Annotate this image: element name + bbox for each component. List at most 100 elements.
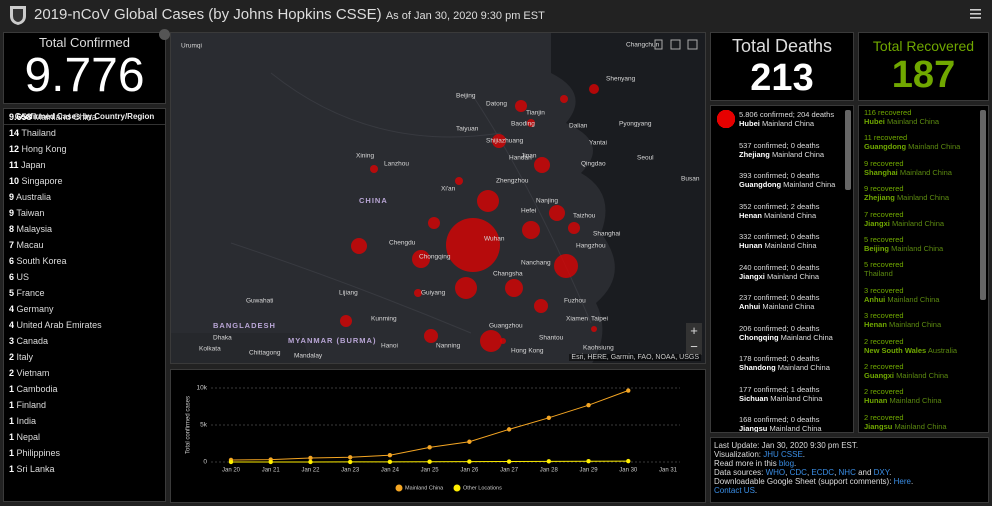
country-name: US (16, 272, 30, 282)
map-label: Taiyuan (456, 126, 479, 133)
x-tick-label: Jan 20 (222, 468, 241, 474)
recovered-row: 2 recovered Guangxi Mainland China (859, 360, 988, 385)
country-row: 14 Thailand (4, 125, 165, 141)
total-deaths: Total Deaths 213 (710, 32, 854, 101)
map-label: Wuhan (484, 236, 505, 243)
country-name: Thailand (21, 128, 56, 138)
recovered-place: Shanghai Mainland China (864, 168, 988, 177)
info-panel: Last Update: Jan 30, 2020 9:30 pm EST. Vi… (710, 437, 989, 503)
death-text: 177 confirmed; 1 deaths (739, 384, 820, 394)
recovered-count: 9 recovered (864, 158, 904, 168)
recovered-count: 2 recovered (864, 387, 904, 397)
country-row: 6 US (4, 269, 165, 285)
country-row: 1 Finland (4, 397, 165, 413)
map-label: Guiyang (421, 290, 446, 297)
country: Mainland China (764, 210, 817, 220)
map-label: Jinan (521, 153, 537, 160)
country-name: Canada (16, 336, 49, 346)
country-row: 3 Canada (4, 333, 165, 349)
country: Mainland China (783, 180, 836, 189)
recovered-row: 3 recovered Henan Mainland China (859, 309, 988, 334)
map-label: Shantou (539, 335, 564, 342)
data-point (506, 427, 512, 432)
link[interactable]: DXY (873, 468, 890, 477)
x-tick-label: Jan 30 (619, 468, 638, 474)
info-line: Downloadable Google Sheet (support comme… (714, 477, 985, 486)
map-label: Hefei (521, 208, 536, 215)
country-count: 1 (9, 448, 15, 458)
link[interactable]: WHO (765, 468, 786, 477)
province: Henan (739, 210, 762, 220)
map-label: Kunming (371, 316, 397, 323)
recovered-count: 116 recovered (864, 108, 912, 117)
case-circle (480, 330, 502, 352)
country-row: 1 Nepal (4, 429, 165, 445)
x-tick-label: Jan 24 (381, 468, 400, 474)
info-text: , (834, 468, 839, 477)
zoom-controls[interactable]: + − (686, 323, 702, 355)
country-name: United Arab Emirates (16, 320, 102, 330)
country-count: 6 (9, 272, 15, 282)
case-circle (455, 177, 463, 185)
recovered-count: 11 recovered (864, 133, 908, 143)
death-text: 352 confirmed; 2 deaths (739, 201, 820, 211)
country-row: 1 India (4, 413, 165, 429)
link[interactable]: Here (893, 477, 911, 486)
data-point (546, 415, 552, 421)
total-confirmed: Total Confirmed 9.776 (3, 32, 166, 104)
country: Mainland China (908, 142, 961, 152)
country-row: 4 Germany (4, 301, 165, 317)
country-count: 1 (9, 384, 15, 394)
country-row: 12 Hong Kong (4, 141, 165, 157)
province: Hunan (739, 241, 763, 250)
map-label: Dalian (569, 123, 588, 130)
map[interactable]: Urumqi Changchun Shenyang Beijing Datong Tian… (170, 32, 706, 364)
link[interactable]: blog (778, 459, 795, 468)
scrollbar[interactable] (845, 110, 851, 190)
country: Mainland China (771, 149, 825, 159)
link[interactable]: NHC (838, 468, 856, 477)
data-point (347, 455, 353, 460)
recovered-row: 3 recovered Anhui Mainland China (859, 284, 988, 309)
case-circle (554, 254, 578, 278)
death-place: Shandong Mainland China (739, 363, 853, 372)
label: Total Deaths (731, 36, 833, 56)
info-text: , (806, 468, 812, 477)
link[interactable]: Contact US (714, 486, 755, 495)
header: 2019-nCoV Global Cases (by Johns Hopkins… (0, 0, 992, 29)
value: 213 (750, 57, 814, 99)
case-circle (351, 238, 367, 254)
country-count: 11 (9, 160, 19, 170)
recovered-place: Zhejiang Mainland China (864, 193, 988, 202)
case-circle (340, 315, 352, 327)
map-tools[interactable] (651, 39, 701, 51)
data-point (308, 459, 313, 465)
death-place: Anhui Mainland China (739, 302, 853, 311)
country: Mainland China (896, 370, 949, 380)
recovered-place: New South Wales Australia (864, 346, 988, 355)
data-point (506, 459, 512, 464)
recovered-count: 5 recovered (864, 234, 904, 244)
menu-button[interactable] (970, 8, 982, 20)
expand-button[interactable] (159, 29, 170, 40)
death-dot (717, 110, 735, 128)
country-name: Vietnam (16, 368, 50, 378)
list-title: Confirmed Cases by Country/Region (4, 109, 165, 125)
province: Guangxi (864, 370, 895, 380)
recovered-row: 2 recovered Jiangsu Mainland China (859, 411, 988, 432)
y-tick-label: 0 (203, 459, 207, 466)
country-list: Confirmed Cases by Country/Region 9.658 … (3, 108, 166, 502)
link[interactable]: JHU CSSE (763, 450, 803, 459)
country-count: 4 (9, 320, 15, 330)
link[interactable]: ECDC (811, 468, 835, 477)
case-circle (534, 157, 550, 173)
death-row: 537 confirmed; 0 deaths Zhejiang Mainland… (711, 110, 853, 168)
scrollbar[interactable] (980, 110, 986, 300)
link[interactable]: CDC (789, 468, 807, 477)
map-label: Changsha (493, 271, 523, 278)
death-text: 178 confirmed; 0 deaths (739, 354, 820, 363)
x-tick-label: Jan 26 (460, 468, 479, 474)
death-row: 177 confirmed; 1 deaths Sichuan Mainland … (711, 110, 853, 412)
recovered-count: 9 recovered (864, 184, 904, 194)
country-count: 12 (9, 144, 20, 154)
